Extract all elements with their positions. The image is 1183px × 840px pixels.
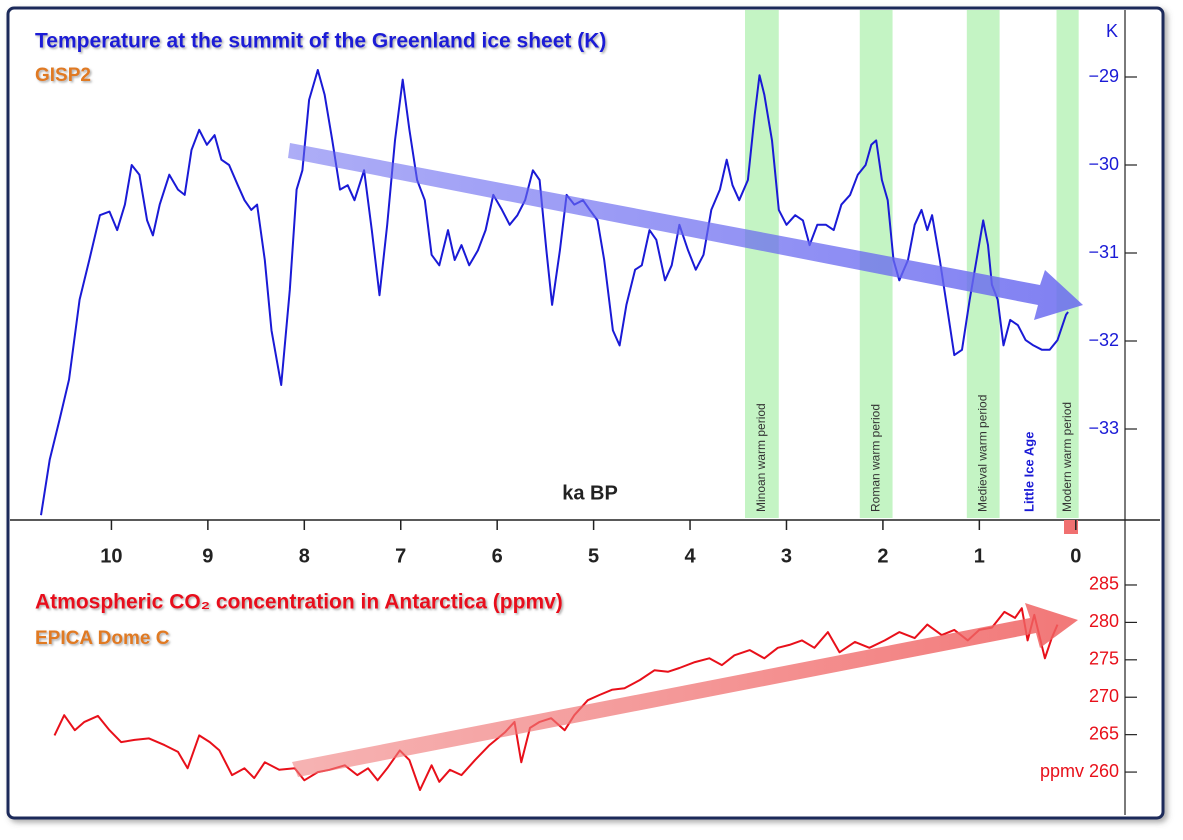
- x-tick-label: 4: [684, 545, 696, 567]
- y-tick-label: 265: [1089, 723, 1119, 743]
- x-tick-label: 1: [974, 545, 985, 567]
- band-label: Roman warm period: [868, 404, 882, 512]
- x-tick-label: 5: [588, 545, 599, 567]
- band-label: Minoan warm period: [754, 403, 768, 512]
- y-tick-label: −32: [1088, 330, 1119, 350]
- marker: [1064, 520, 1078, 534]
- y-tick-label: 280: [1089, 611, 1119, 631]
- band-label: Modern warm period: [1060, 402, 1074, 512]
- warm-period-band: [966, 10, 1000, 518]
- x-tick-label: 7: [395, 545, 406, 567]
- warm-period-band: [745, 10, 779, 518]
- chart-title: Temperature at the summit of the Greenla…: [35, 30, 606, 53]
- x-tick-label: 3: [781, 545, 792, 567]
- trend-arrow: [292, 603, 1078, 777]
- y-tick-label: 270: [1089, 686, 1119, 706]
- y-tick-label: −31: [1088, 242, 1119, 262]
- y-tick-label: 275: [1089, 649, 1119, 669]
- x-tick-label: 10: [100, 545, 122, 567]
- chart-title: Atmospheric CO₂ concentration in Antarct…: [35, 591, 563, 614]
- x-tick-label: 6: [492, 545, 503, 567]
- x-tick-label: 9: [202, 545, 213, 567]
- annotation: Little Ice Age: [1021, 432, 1036, 512]
- trend-arrow: [288, 143, 1083, 320]
- y-tick-label: 285: [1089, 574, 1119, 594]
- x-axis-label: ka BP: [562, 482, 618, 504]
- y-tick-label: −33: [1088, 418, 1119, 438]
- chart-subtitle: EPICA Dome C: [35, 628, 170, 649]
- x-tick-label: 8: [299, 545, 310, 567]
- band-label: Medieval warm period: [975, 395, 989, 512]
- warm-period-band: [1056, 10, 1079, 518]
- x-tick-label: 2: [877, 545, 888, 567]
- y-tick-label: −30: [1088, 154, 1119, 174]
- y-tick-label: −29: [1088, 66, 1119, 86]
- x-tick-label: 0: [1070, 545, 1081, 567]
- chart-subtitle: GISP2: [35, 65, 91, 86]
- y-unit: K: [1106, 21, 1118, 41]
- y-tick-label: ppmv 260: [1040, 761, 1119, 781]
